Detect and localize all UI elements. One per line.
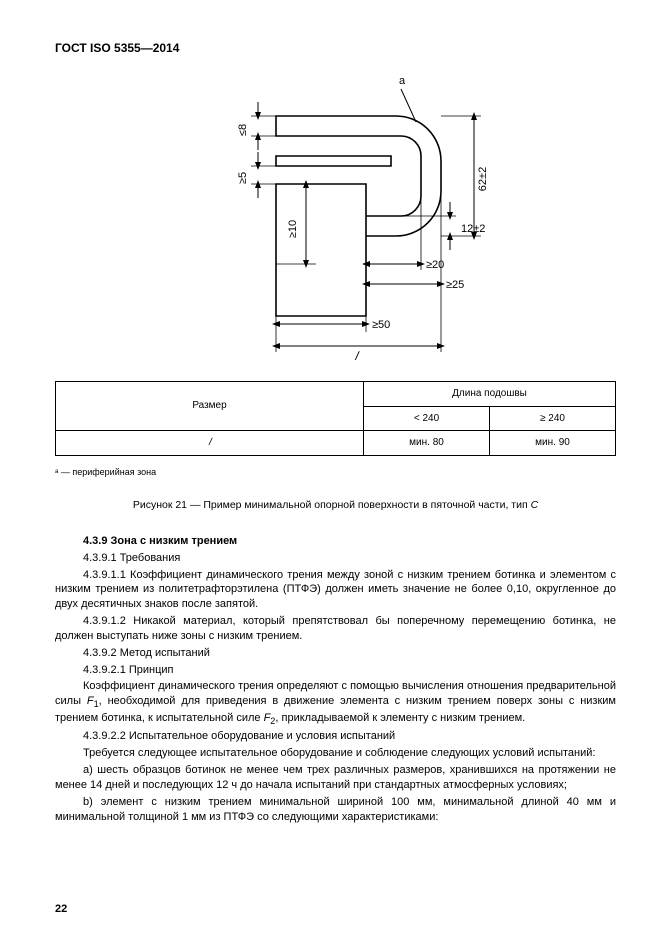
body-text: 4.3.9 Зона с низким трением 4.3.9.1 Треб…: [55, 534, 616, 825]
dim-inner-20: ≥20: [426, 259, 444, 271]
dim-top-gap: ≤8: [237, 124, 249, 136]
para-43911: 4.3.9.1.1 Коэффициент динамического трен…: [55, 568, 616, 613]
para-b: b) элемент с низким трением минимальной …: [55, 795, 616, 825]
sec-43922: 4.3.9.2.2 Испытательное оборудование и у…: [55, 729, 616, 744]
th-sole: Длина подошвы: [364, 382, 616, 407]
sec-43921: 4.3.9.2.1 Принцип: [55, 663, 616, 678]
dim-slot-gap: ≥5: [237, 172, 249, 184]
F1: F: [87, 695, 94, 707]
dim-inner-25: ≥25: [446, 279, 464, 291]
para-a: a) шесть образцов ботинок не менее чем т…: [55, 763, 616, 793]
dimension-table: Размер Длина подошвы < 240 ≥ 240 𝑙 мин. …: [55, 381, 616, 456]
row-l-ge: мин. 90: [490, 431, 616, 456]
figure-21: a ≤8 ≥5 ≥10 62±2: [55, 64, 616, 369]
diagram-svg: a ≤8 ≥5 ≥10 62±2: [146, 64, 526, 364]
th-size: Размер: [56, 382, 364, 431]
para-43912: 4.3.9.1.2 Никакой материал, который преп…: [55, 614, 616, 644]
footnote-a: ᵃ — периферийная зона: [55, 466, 616, 478]
para-equip: Требуется следующее испытательное оборуд…: [55, 746, 616, 761]
row-l-lt: мин. 80: [364, 431, 490, 456]
dim-bottom-50: ≥50: [372, 319, 390, 331]
figcap-text: Рисунок 21 — Пример минимальной опорной …: [133, 499, 531, 511]
dim-length-l: 𝑙: [354, 349, 360, 363]
dim-mid-range: ≥10: [287, 220, 299, 238]
sec-439: 4.3.9 Зона с низким трением: [83, 535, 237, 547]
th-lt240: < 240: [364, 406, 490, 431]
callout-a: a: [399, 75, 406, 87]
p2a-post: , прикладываемой к элементу с низким тре…: [275, 712, 525, 724]
para-principle: Коэффициент динамического трения определ…: [55, 679, 616, 727]
figcap-type: C: [531, 499, 539, 511]
dim-right-height: 62±2: [477, 167, 489, 191]
figure-caption: Рисунок 21 — Пример минимальной опорной …: [55, 498, 616, 512]
th-ge240: ≥ 240: [490, 406, 616, 431]
row-l-label: 𝑙: [56, 431, 364, 456]
sec-4392: 4.3.9.2 Метод испытаний: [55, 646, 616, 661]
dim-thickness: 12±2: [461, 223, 485, 235]
page-number: 22: [55, 902, 67, 917]
doc-header: ГОСТ ISO 5355—2014: [55, 40, 616, 56]
sec-4391: 4.3.9.1 Требования: [55, 551, 616, 566]
